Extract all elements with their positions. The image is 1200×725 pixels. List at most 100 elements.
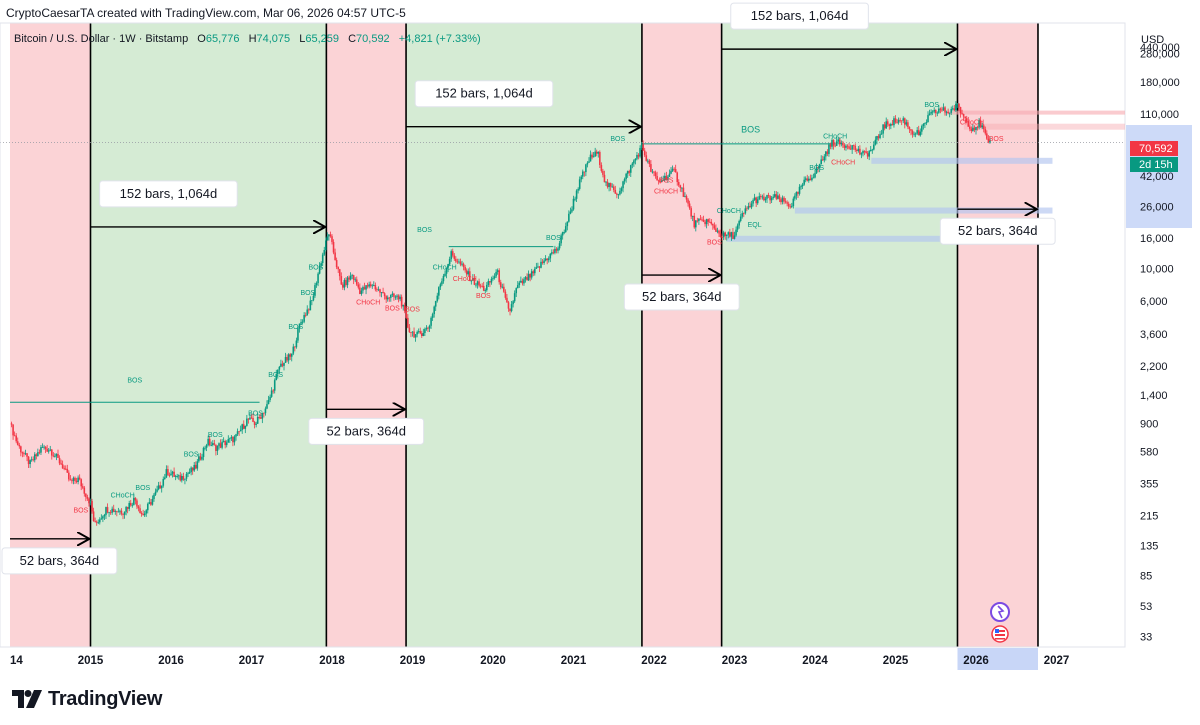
candle-body [273,380,276,391]
candle-body [811,177,813,181]
candle-body [304,315,307,316]
price-tick-label: 10,000 [1140,263,1174,275]
candle-body [267,399,270,405]
candle-body [629,165,632,173]
candle-body [777,195,779,199]
candle-body [61,464,64,469]
candle-body [634,158,637,161]
candle-body [287,354,290,361]
time-tick-label: 2023 [722,655,748,667]
candle-body [462,263,465,268]
candle-body [880,133,883,135]
candle-body [478,281,480,286]
candle-body [572,198,575,210]
candle-body [98,519,101,523]
candle-body [263,412,265,414]
candle-body [249,417,251,420]
candle-body [718,230,720,234]
resistance-band [943,110,1125,115]
bull-zone [721,23,958,647]
change-value: +4,821 (+7.33%) [399,33,481,45]
candle-body [787,203,790,207]
candle-body [427,327,429,329]
candle-body [710,221,713,224]
candle-body [694,220,697,228]
cycle-measure-box [308,417,425,445]
candle-body [357,284,360,288]
us-flag-icon[interactable] [991,625,1009,643]
time-axis[interactable]: 14 2015 2016 2017 2018 2019 2020 2021 2022 2023 20… [10,648,1069,670]
candle-body [306,309,309,316]
candle-body [134,497,137,501]
candle-body [766,195,768,199]
candle-body [259,417,262,419]
candle-body [682,187,685,197]
candle-body [317,273,319,284]
candle-body [749,206,751,208]
candle-body [668,173,671,177]
candle-body [893,118,895,126]
candle-body [504,291,507,298]
candle-body [832,139,835,146]
candle-body [744,208,747,214]
candle-body [390,294,392,298]
candle-body [863,151,866,152]
tradingview-logo-icon [12,690,42,708]
candle-body [40,447,42,453]
candle-body [560,235,562,244]
candle-body [879,134,881,139]
candle-body [482,285,485,291]
candle-body [493,276,496,279]
candle-body [837,139,840,142]
candle-body [256,417,259,424]
candle-body [417,331,420,332]
candle-body [472,278,474,281]
candle-body [393,293,395,297]
structure-label: BOS [127,377,142,384]
candle-body [798,186,801,194]
candle-body [939,108,942,110]
candle-body [242,424,245,429]
candle-body [81,486,84,488]
time-tick-label: 2027 [1044,655,1070,667]
currency-label[interactable]: USD [1141,34,1164,46]
candle-body [102,516,104,519]
candle-body [623,179,626,182]
candle-body [396,295,398,297]
candle-body [112,508,115,512]
candle-body [657,180,660,182]
candle-body [37,452,39,456]
candle-body [691,215,694,217]
candle-body [459,261,462,265]
candle-body [58,457,61,464]
candle-body [403,305,406,312]
candle-body [612,186,615,190]
cycle-measure-box [1,547,118,575]
candle-body [667,176,669,181]
symbol-name: Bitcoin / U.S. Dollar · 1W · Bitstamp [14,33,188,45]
price-tick-label: 580 [1140,447,1158,459]
candle-body [422,332,425,336]
candle-body [233,436,236,443]
tradingview-logo[interactable]: TradingView [12,686,162,712]
symbol-legend[interactable]: Bitcoin / U.S. Dollar · 1W · Bitstamp O6… [14,33,481,45]
spark-icon[interactable] [990,602,1010,622]
candle-body [32,459,35,461]
candle-body [92,511,95,522]
candle-body [538,266,541,268]
bos-levels [10,143,836,403]
candle-body [275,374,278,381]
candle-body [891,124,894,126]
candle-body [588,161,590,163]
bull-zone [90,23,327,647]
candle-body [476,281,479,285]
candle-body [221,441,223,448]
candle-body [355,279,358,285]
countdown-tag [1130,157,1178,172]
candle-body [569,211,572,214]
candle-body [122,513,124,515]
candle-body [654,172,657,177]
candle-body [526,277,528,281]
